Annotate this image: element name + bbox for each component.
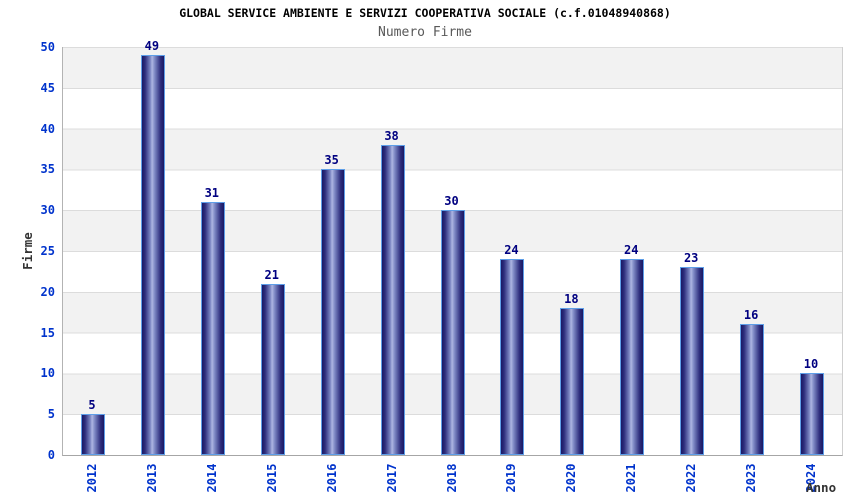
x-axis-title: Anno (806, 480, 837, 495)
x-tick-label: 2023 (744, 463, 759, 493)
bar-value-label: 35 (324, 153, 339, 168)
y-tick-label: 30 (40, 203, 55, 218)
bar-2018 (440, 210, 465, 455)
x-tick-label: 2022 (684, 463, 699, 493)
bar-2022 (680, 267, 705, 455)
bar-value-label: 30 (444, 194, 459, 209)
y-tick-label: 10 (40, 366, 55, 381)
bar-2024 (800, 373, 825, 455)
bar-value-label: 24 (624, 243, 639, 258)
bar-2019 (500, 259, 525, 455)
bar-2016 (320, 169, 345, 455)
bar-2015 (260, 283, 285, 455)
x-tick-label: 2016 (324, 463, 339, 493)
y-tick-label: 15 (40, 325, 55, 340)
x-tick-label: 2012 (84, 463, 99, 493)
x-tick-label: 2015 (264, 463, 279, 493)
x-tick-label: 2020 (564, 463, 579, 493)
bar-2013 (140, 55, 165, 455)
bar-2021 (620, 259, 645, 455)
bar-2023 (740, 324, 765, 455)
y-tick-label: 25 (40, 244, 55, 258)
y-tick-label: 0 (47, 448, 55, 462)
y-tick-label: 45 (40, 80, 55, 95)
x-tick-label: 2017 (384, 463, 399, 493)
bar-value-label: 31 (204, 186, 220, 201)
y-tick-label: 40 (40, 121, 55, 136)
x-tick-label: 2019 (504, 463, 519, 493)
y-tick-label: 20 (40, 284, 55, 299)
bar-value-label: 10 (803, 357, 819, 372)
bar-value-label: 23 (683, 251, 699, 266)
chart-subtitle: Numero Firme (378, 25, 472, 40)
x-tick-label: 2013 (144, 463, 159, 493)
plot-area (62, 47, 843, 456)
bar-value-label: 16 (743, 308, 759, 323)
bar-2017 (380, 144, 405, 455)
bar-value-label: 38 (384, 128, 399, 143)
x-tick-label: 2018 (444, 463, 459, 493)
bar-value-label: 21 (264, 267, 279, 282)
bar-value-label: 24 (504, 243, 519, 258)
bar-2020 (560, 308, 585, 455)
chart-title: GLOBAL SERVICE AMBIENTE E SERVIZI COOPER… (179, 6, 671, 20)
bar-value-label: 5 (88, 398, 96, 413)
y-tick-label: 35 (40, 162, 55, 177)
y-tick-label: 50 (40, 40, 55, 54)
y-tick-label: 5 (47, 407, 55, 422)
bar-value-label: 49 (144, 39, 160, 54)
x-tick-label: 2014 (204, 463, 219, 493)
bar-2014 (200, 202, 225, 455)
bar-value-label: 18 (564, 292, 579, 307)
bar-2012 (80, 414, 105, 455)
x-tick-label: 2021 (624, 463, 639, 493)
